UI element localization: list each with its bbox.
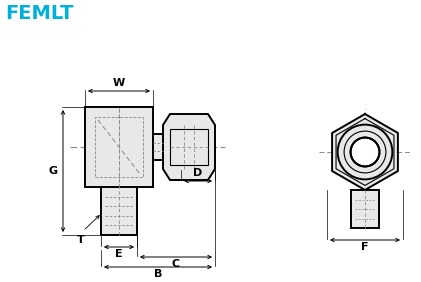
Text: T: T	[77, 235, 85, 245]
Circle shape	[351, 138, 379, 166]
Text: F: F	[361, 242, 369, 252]
Bar	[101, 187, 137, 235]
Polygon shape	[332, 114, 398, 190]
Text: B: B	[154, 269, 162, 279]
Bar	[95, 117, 143, 177]
Text: G: G	[49, 166, 58, 176]
Text: E: E	[115, 249, 123, 259]
Text: W: W	[113, 78, 125, 88]
Bar	[153, 134, 163, 160]
Text: C: C	[172, 259, 180, 269]
Text: FEMLT: FEMLT	[5, 4, 73, 23]
Polygon shape	[163, 114, 215, 180]
Polygon shape	[170, 129, 208, 165]
Bar	[351, 190, 379, 228]
Bar	[85, 107, 153, 187]
Text: D: D	[194, 168, 203, 178]
